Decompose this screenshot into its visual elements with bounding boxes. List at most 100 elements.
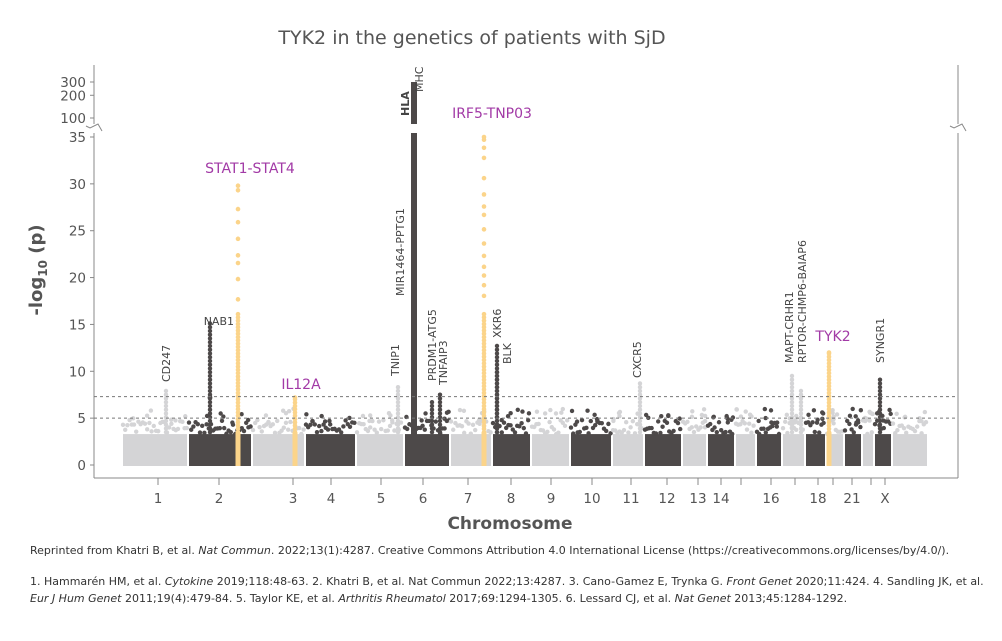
snp-point bbox=[361, 421, 366, 427]
snp-point bbox=[584, 425, 589, 431]
snp-point-highlight bbox=[826, 367, 832, 373]
snp-point bbox=[437, 422, 443, 427]
snp-point bbox=[744, 427, 750, 432]
snp-point bbox=[798, 422, 804, 427]
snp-point bbox=[239, 412, 244, 417]
snp-point-highlight bbox=[292, 400, 298, 405]
snp-point bbox=[191, 424, 196, 429]
snp-point bbox=[585, 408, 590, 413]
snp-point bbox=[774, 424, 779, 429]
snp-point bbox=[536, 421, 541, 427]
snp-point bbox=[724, 413, 729, 419]
snp-point bbox=[637, 418, 643, 424]
snp-point bbox=[890, 421, 896, 426]
snp-point bbox=[743, 409, 748, 414]
chromosome-7-points bbox=[448, 134, 493, 466]
snp-point bbox=[437, 396, 443, 401]
snp-point bbox=[577, 429, 582, 435]
snp-point-highlight bbox=[481, 400, 487, 405]
snp-point bbox=[207, 351, 213, 356]
snp-point bbox=[125, 422, 130, 428]
snp-point bbox=[789, 411, 795, 416]
snp-point bbox=[490, 420, 496, 426]
snp-point bbox=[789, 430, 795, 435]
snp-point-highlight bbox=[481, 383, 487, 389]
snp-point bbox=[660, 424, 665, 429]
gene-label-tnfaip3: TNFAIP3 bbox=[437, 340, 450, 386]
snp-point bbox=[169, 421, 174, 426]
snp-point bbox=[560, 420, 565, 425]
highlight-column bbox=[292, 432, 298, 466]
snp-point bbox=[437, 415, 443, 420]
x-axis-label: Chromosome bbox=[447, 514, 572, 534]
chromosome-band bbox=[189, 434, 251, 466]
snp-point bbox=[437, 400, 443, 405]
snp-point-highlight bbox=[481, 204, 487, 209]
snp-point bbox=[299, 431, 304, 437]
snp-point bbox=[901, 425, 907, 431]
chromosome-8-points bbox=[490, 407, 532, 466]
snp-point bbox=[653, 431, 659, 436]
snp-point-highlight bbox=[235, 331, 241, 337]
chromosome-13-points bbox=[680, 407, 708, 466]
snp-point bbox=[723, 429, 728, 435]
snp-point bbox=[468, 431, 473, 436]
snp-point-highlight bbox=[235, 347, 241, 353]
snp-point bbox=[637, 392, 643, 397]
snp-point bbox=[702, 418, 708, 424]
snp-point bbox=[207, 355, 213, 360]
snp-point bbox=[637, 403, 643, 409]
snp-point bbox=[494, 422, 500, 427]
snp-point bbox=[200, 423, 205, 428]
snp-point bbox=[379, 426, 384, 432]
snp-point bbox=[747, 421, 752, 426]
snp-point-highlight bbox=[235, 324, 241, 330]
y-tick-label: 25 bbox=[69, 224, 86, 240]
snp-point-highlight bbox=[481, 377, 487, 383]
snp-point bbox=[395, 418, 401, 424]
snp-point bbox=[245, 417, 251, 423]
snp-point bbox=[751, 423, 756, 428]
snp-point bbox=[163, 426, 169, 431]
chromosome-band bbox=[708, 434, 734, 466]
snp-point bbox=[395, 403, 401, 409]
snp-point bbox=[571, 431, 576, 436]
snp-point bbox=[123, 427, 128, 432]
snp-point bbox=[429, 415, 435, 420]
snp-point bbox=[297, 425, 302, 431]
snp-point bbox=[429, 422, 435, 427]
snp-point bbox=[877, 403, 883, 409]
chromosome-22-points bbox=[872, 407, 893, 466]
snp-point bbox=[877, 381, 883, 386]
snp-point bbox=[488, 430, 493, 435]
chromosome-2-points bbox=[186, 183, 253, 466]
snp-point-highlight bbox=[826, 374, 832, 379]
gene-label-mapt-crhr1: MAPT-CRHR1 bbox=[783, 291, 796, 363]
snp-point bbox=[437, 418, 443, 424]
x-tick-label: 8 bbox=[507, 491, 516, 507]
snp-point-highlight bbox=[292, 423, 298, 428]
gene-label-hla: HLA bbox=[399, 91, 412, 116]
snp-point bbox=[322, 419, 328, 424]
snp-point bbox=[224, 431, 229, 436]
x-tick-label: 3 bbox=[289, 491, 298, 507]
chromosome-band bbox=[493, 434, 530, 466]
snp-point-highlight bbox=[235, 390, 241, 396]
snp-point bbox=[789, 388, 795, 394]
snp-point bbox=[712, 425, 717, 430]
snp-point bbox=[677, 416, 682, 421]
chromosome-band bbox=[845, 434, 861, 466]
chromosome-band bbox=[893, 434, 927, 466]
highlight-column bbox=[235, 432, 241, 466]
snp-point bbox=[515, 407, 520, 412]
gene-label-rptor-chmp6-baiap6: RPTOR-CHMP6-BAIAP6 bbox=[796, 240, 809, 363]
snp-point bbox=[517, 424, 522, 429]
chromosome-15-points bbox=[733, 407, 756, 466]
snp-point bbox=[163, 392, 169, 397]
snp-point bbox=[207, 418, 213, 424]
snp-point-highlight bbox=[235, 406, 241, 412]
snp-point bbox=[877, 430, 883, 435]
snp-point bbox=[319, 413, 324, 419]
snp-point-highlight bbox=[481, 311, 487, 317]
